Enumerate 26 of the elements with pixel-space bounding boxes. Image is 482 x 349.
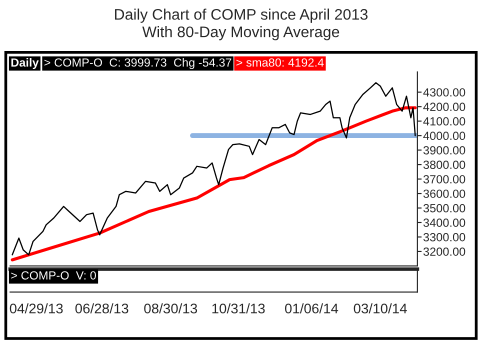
y-tick-label: 3600.00 xyxy=(423,190,466,198)
line-series xyxy=(10,106,417,262)
y-tick-label: 3500.00 xyxy=(423,204,466,212)
text: Daily xyxy=(11,58,39,70)
chart-subtitle: With 80-Day Moving Average xyxy=(142,26,340,40)
y-tick-label: 4000.00 xyxy=(423,132,466,140)
x-tick-label: 04/29/13 xyxy=(10,303,63,314)
y-tick-label: 3900.00 xyxy=(423,146,466,154)
y-tick-label: 3700.00 xyxy=(423,175,466,184)
y-tick-label: 4100.00 xyxy=(423,117,466,126)
x-tick-label: 03/10/14 xyxy=(354,303,407,314)
y-tick-label: 3400.00 xyxy=(423,218,466,227)
y-tick-label: 4200.00 xyxy=(423,102,466,112)
x-tick-label: 10/31/13 xyxy=(212,303,265,314)
line-series xyxy=(12,82,416,256)
chart-title: Daily Chart of COMP since April 2013 xyxy=(115,8,368,23)
x-tick-label: 08/30/13 xyxy=(144,303,198,314)
y-tick-label: 4300.00 xyxy=(423,88,466,97)
text: > COMP-O C: 3999.73 Chg -54.37 xyxy=(44,58,232,70)
y-tick-label: 3300.00 xyxy=(423,233,466,242)
x-tick-label: 01/06/14 xyxy=(285,303,338,314)
x-tick-label: 06/28/13 xyxy=(75,303,128,314)
text: > COMP-O V: 0 xyxy=(11,271,96,280)
y-tick-label: 3200.00 xyxy=(423,247,466,256)
text: > sma80: 4192.4 xyxy=(236,58,324,67)
y-tick-label: 3800.00 xyxy=(423,160,466,169)
